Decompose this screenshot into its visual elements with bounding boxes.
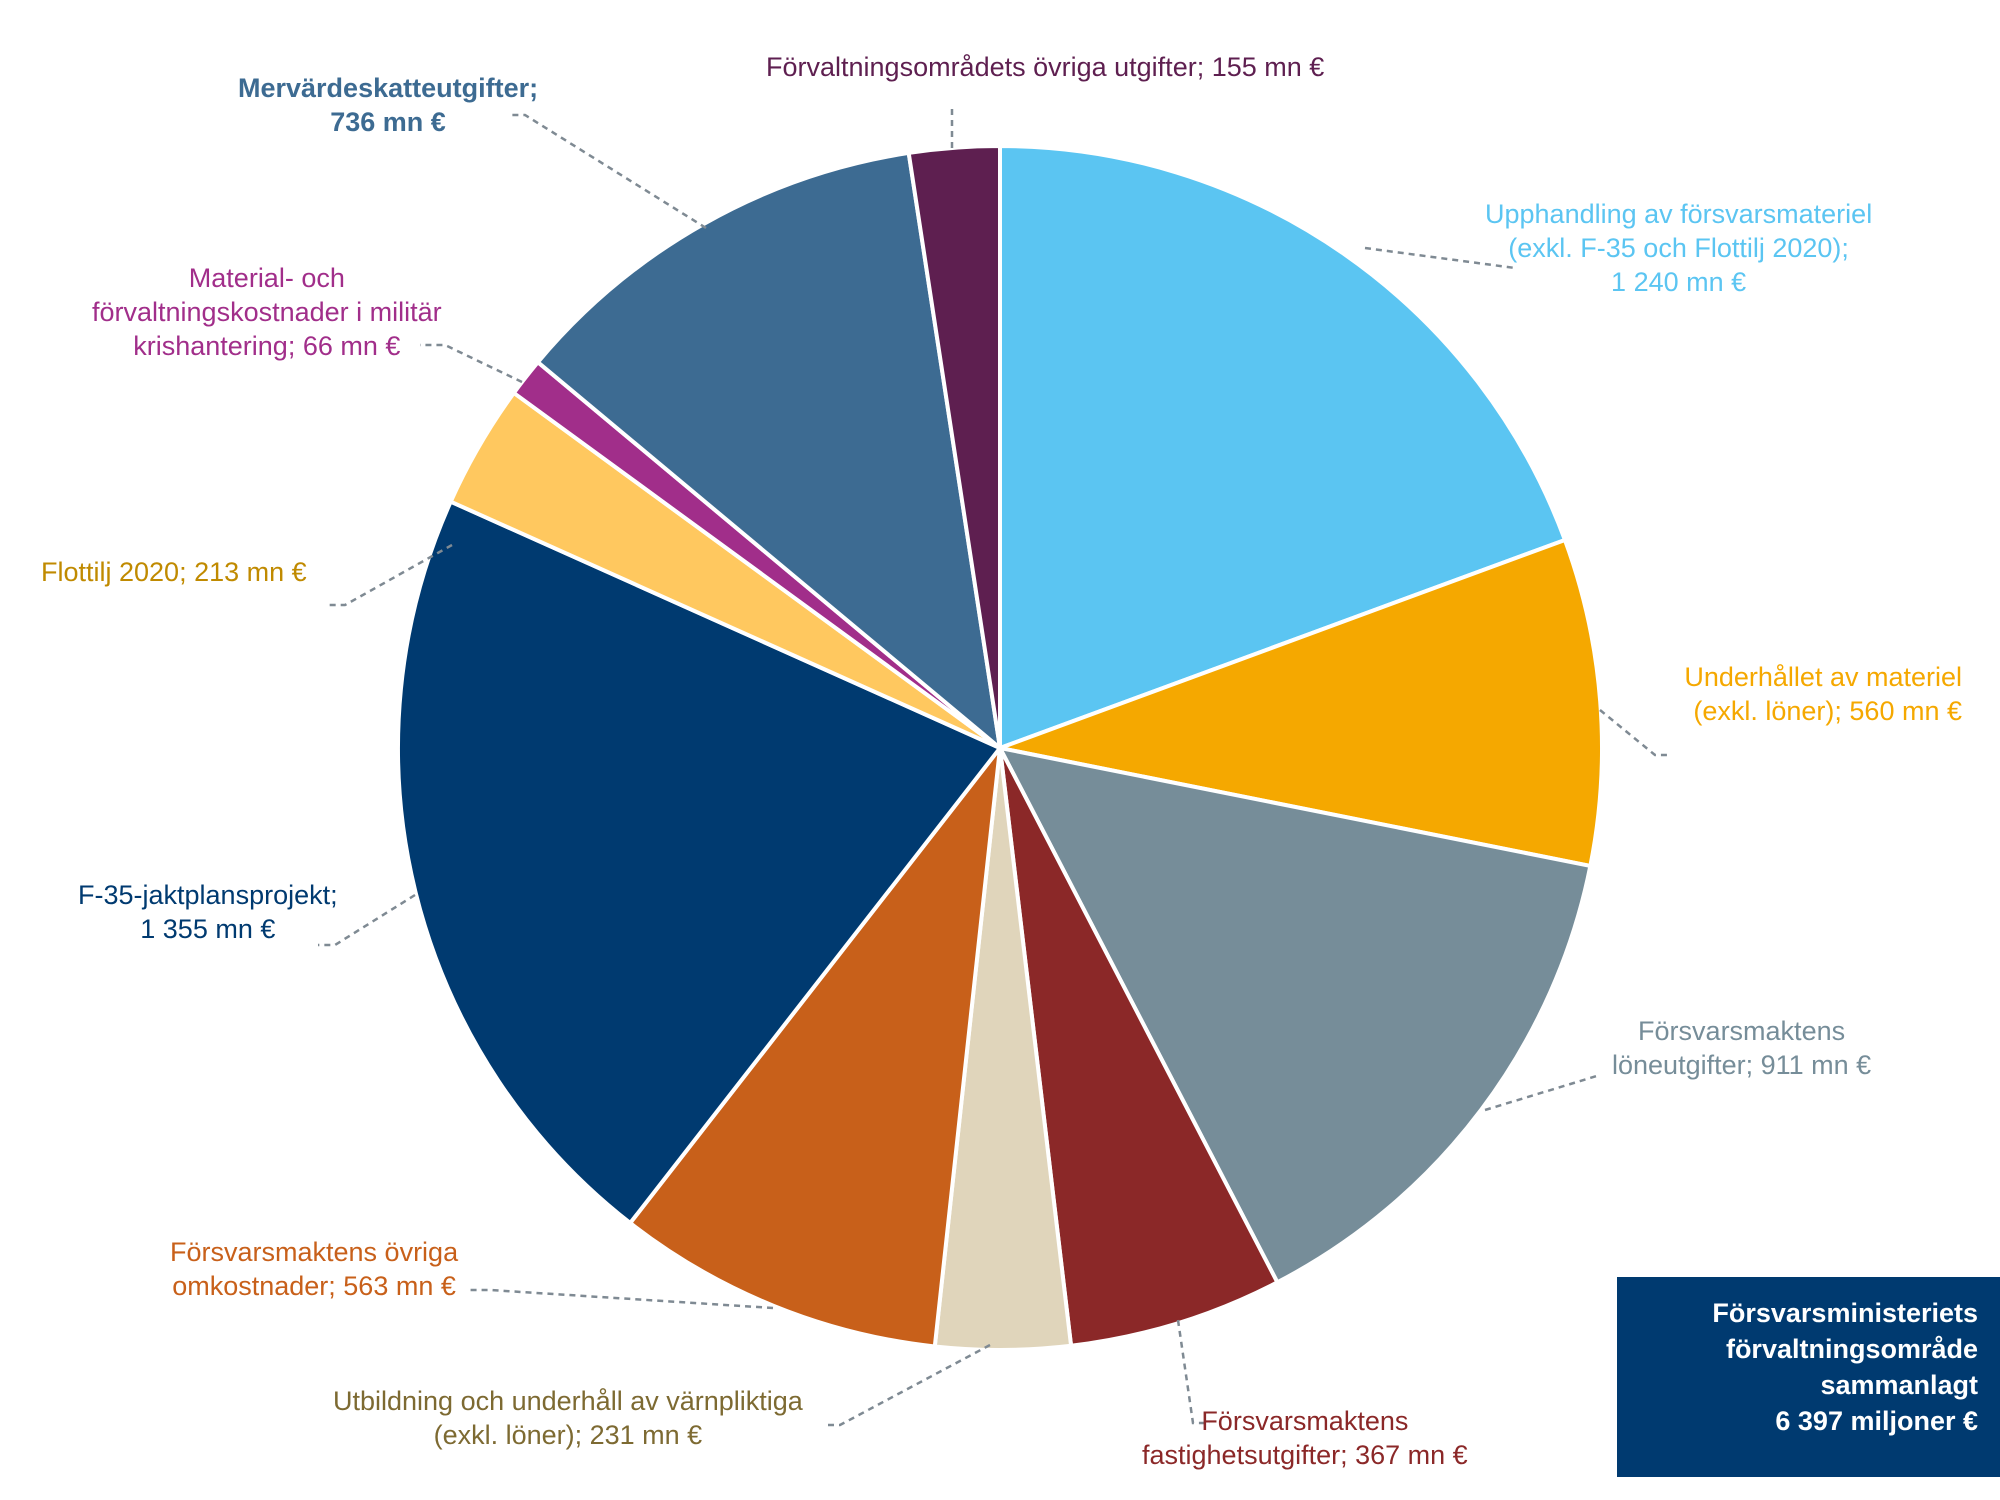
pie-slice-mervardeskatt [535,150,1002,750]
leader-line-mervardeskatt [510,113,707,230]
total-line-4: 6 397 miljoner € [1775,1406,1978,1436]
leader-line-fastighetsutgifter [1176,1319,1210,1425]
leader-line-ovriga-omkostnader [470,1288,774,1310]
pie-slice-upphandling [998,144,1567,750]
leader-line-flottilj [325,543,453,607]
leader-line-upphandling [1364,246,1516,270]
pie-slice-ovriga-omkostnader [628,746,1002,1349]
label-underhallet: Underhållet av materiel (exkl. löner); 5… [1684,662,1962,726]
total-line-2: förvaltningsområde [1725,1334,1978,1364]
leader-lines [318,108,1668,1427]
leader-line-loneutgifter [1484,1073,1601,1112]
pie-slice-ovriga-utgifter [906,144,1002,750]
label-flottilj: Flottilj 2020; 213 mn € [41,557,307,587]
leader-line-krishantering [420,343,523,384]
leader-line-underhallet [1599,709,1668,757]
total-summary-box: Försvarsministeriets förvaltningsområde … [1617,1277,2000,1477]
pie-slice-underhallet [998,537,1604,868]
total-line-1: Försvarsministeriets [1712,1298,1978,1328]
pie-slices [396,144,1604,1352]
label-mervardeskatt: Mervärdeskatteutgifter; 736 mn € [238,73,539,137]
label-loneutgifter: Försvarsmaktens löneutgifter; 911 mn € [1612,1016,1872,1080]
label-krishantering: Material- och förvaltningskostnader i mi… [92,263,442,361]
label-varnpliktiga: Utbildning och underhåll av värnpliktiga… [333,1386,803,1450]
pie-slice-fastighetsutgifter [998,746,1280,1348]
pie-slice-loneutgifter [998,746,1593,1285]
label-ovriga-omkostnader: Försvarsmaktens övriga omkostnader; 563 … [170,1237,459,1301]
label-ovriga-utgifter: Förvaltningsområdets övriga utgifter; 15… [766,52,1325,82]
total-line-3: sammanlagt [1820,1370,1978,1400]
leader-line-varnpliktiga [825,1343,991,1427]
label-f35: F-35-jaktplansprojekt; 1 355 mn € [78,880,338,944]
label-fastighetsutgifter: Försvarsmaktens fastighetsutgifter; 367 … [1142,1406,1468,1470]
label-upphandling: Upphandling av försvarsmateriel (exkl. F… [1485,199,1873,297]
